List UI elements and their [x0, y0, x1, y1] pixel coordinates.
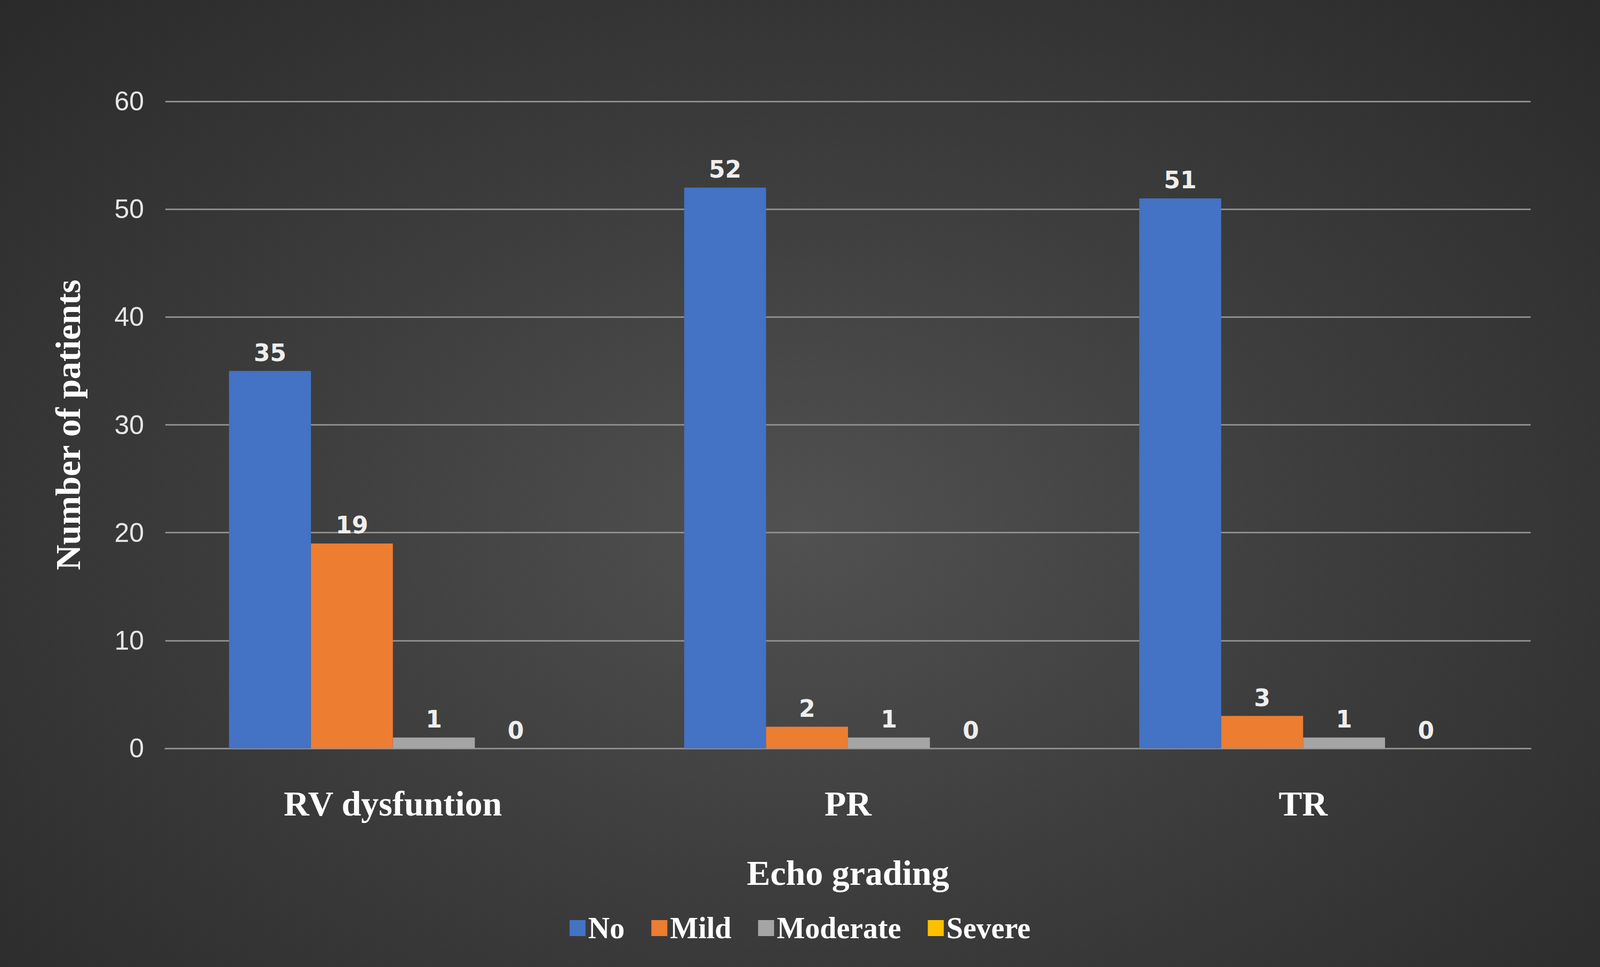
svg-text:2: 2: [798, 694, 816, 723]
svg-text:Mild: Mild: [669, 911, 732, 945]
svg-text:10: 10: [114, 625, 144, 656]
svg-text:0: 0: [129, 733, 144, 764]
svg-text:TR: TR: [1278, 784, 1328, 823]
svg-text:52: 52: [708, 155, 742, 183]
svg-text:Moderate: Moderate: [776, 911, 901, 945]
svg-text:0: 0: [507, 716, 525, 744]
svg-text:1: 1: [425, 705, 443, 733]
svg-text:50: 50: [114, 194, 144, 224]
svg-text:19: 19: [335, 511, 368, 539]
svg-text:3: 3: [1253, 684, 1271, 712]
svg-text:20: 20: [114, 517, 144, 548]
svg-text:0: 0: [962, 716, 980, 744]
svg-text:30: 30: [114, 410, 144, 440]
svg-text:51: 51: [1163, 166, 1197, 194]
svg-text:0: 0: [1417, 716, 1435, 744]
svg-text:Echo grading: Echo grading: [746, 853, 950, 893]
svg-text:No: No: [588, 911, 625, 945]
svg-text:1: 1: [880, 705, 898, 733]
svg-text:RV dysfuntion: RV dysfuntion: [283, 784, 502, 823]
svg-text:PR: PR: [824, 784, 872, 823]
svg-text:Number of patients: Number of patients: [48, 279, 88, 571]
svg-text:40: 40: [114, 301, 144, 332]
svg-text:Severe: Severe: [946, 911, 1031, 945]
svg-text:1: 1: [1336, 705, 1353, 733]
svg-text:35: 35: [253, 339, 287, 367]
svg-text:60: 60: [114, 86, 144, 117]
